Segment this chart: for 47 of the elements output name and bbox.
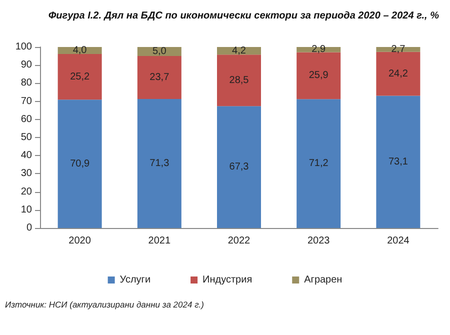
data-label: 70,9 bbox=[70, 158, 90, 170]
bar bbox=[137, 98, 182, 228]
bar bbox=[217, 54, 261, 106]
bar bbox=[376, 96, 420, 228]
y-tick-label: 90 bbox=[20, 60, 32, 71]
y-tick-label: 50 bbox=[20, 132, 32, 143]
legend-label: Аграрен bbox=[304, 274, 342, 286]
y-tick-label: 20 bbox=[20, 186, 32, 198]
y-tick-label: 10 bbox=[20, 204, 32, 216]
data-label: 4,0 bbox=[72, 45, 88, 56]
data-label: 71,3 bbox=[150, 158, 170, 169]
data-label: 2,9 bbox=[312, 44, 326, 56]
legend-label: Индустрия bbox=[202, 274, 252, 286]
data-label: 4,2 bbox=[232, 45, 246, 56]
y-tick-label: 100 bbox=[15, 42, 32, 52]
x-tick-label: 2023 bbox=[307, 236, 330, 246]
x-tick-label: 2024 bbox=[387, 236, 410, 246]
x-tick-label: 2021 bbox=[148, 236, 171, 246]
data-label: 25,9 bbox=[308, 70, 329, 82]
data-label: 24,2 bbox=[388, 68, 408, 80]
bar bbox=[376, 47, 420, 52]
data-label: 23,7 bbox=[150, 72, 170, 83]
bar bbox=[296, 52, 341, 100]
bar bbox=[217, 106, 261, 228]
data-label: 28,5 bbox=[229, 74, 250, 86]
y-tick-label: 30 bbox=[20, 168, 32, 180]
data-label: 25,2 bbox=[70, 71, 90, 82]
legend-label: Услуги bbox=[120, 274, 151, 286]
y-tick-label: 70 bbox=[20, 96, 32, 107]
bar bbox=[376, 52, 420, 96]
data-label: 73,1 bbox=[388, 156, 408, 168]
y-tick-label: 0 bbox=[26, 222, 32, 234]
text: Източник: НСИ (актуализирани данни за 2024 г.) bbox=[5, 300, 204, 310]
x-tick-label: 2020 bbox=[68, 236, 92, 246]
chart-title: Фигура I.2. Дял на БДС по икономически сектори за периода 2020 – 2024 г., % bbox=[48, 10, 440, 22]
data-label: 5,0 bbox=[152, 46, 167, 58]
bar bbox=[58, 54, 102, 100]
data-label: 71,2 bbox=[308, 158, 329, 170]
bar bbox=[137, 56, 182, 99]
bar bbox=[296, 99, 341, 228]
data-label: 67,3 bbox=[229, 162, 250, 173]
x-tick-label: 2022 bbox=[228, 236, 251, 246]
y-tick-label: 40 bbox=[20, 150, 32, 162]
y-tick-label: 80 bbox=[20, 78, 32, 89]
y-tick-label: 60 bbox=[20, 114, 32, 125]
data-label: 2,7 bbox=[391, 44, 406, 55]
bar bbox=[58, 100, 102, 228]
